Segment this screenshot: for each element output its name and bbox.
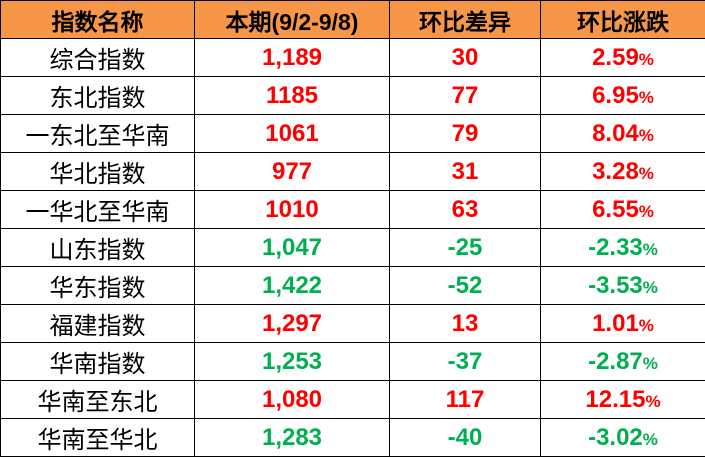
percent-sign: % xyxy=(638,201,654,221)
current-value: 1,297 xyxy=(194,304,390,343)
percent-sign: % xyxy=(642,239,658,259)
header-name: 指数名称 xyxy=(0,0,195,39)
change-value: 6.95% xyxy=(540,76,705,115)
change-number: -2.87 xyxy=(588,347,643,375)
change-number: -3.02 xyxy=(588,423,643,451)
current-value: 1,080 xyxy=(194,380,390,419)
index-name: 福建指数 xyxy=(0,304,195,343)
diff-value: -52 xyxy=(389,266,541,305)
table-row: 华南至华北 1,283 -40 -3.02% xyxy=(0,418,705,457)
index-name: 综合指数 xyxy=(0,38,195,77)
current-value: 1,047 xyxy=(194,228,390,267)
diff-value: -37 xyxy=(389,342,541,381)
table-row: 山东指数 1,047 -25 -2.33% xyxy=(0,228,705,267)
header-change: 环比涨跌 xyxy=(540,0,705,39)
change-number: -3.53 xyxy=(588,271,643,299)
index-name: 华南至华北 xyxy=(0,418,195,457)
index-name: 一东北至华南 xyxy=(0,114,195,153)
diff-value: 117 xyxy=(389,380,541,419)
change-value: 12.15% xyxy=(540,380,705,419)
change-number: 8.04 xyxy=(592,119,639,147)
percent-sign: % xyxy=(638,125,654,145)
index-name: 山东指数 xyxy=(0,228,195,267)
change-number: 3.28 xyxy=(592,157,639,185)
change-number: 12.15 xyxy=(585,385,646,413)
percent-sign: % xyxy=(642,429,658,449)
percent-sign: % xyxy=(638,49,654,69)
diff-value: 77 xyxy=(389,76,541,115)
percent-sign: % xyxy=(638,87,654,107)
diff-value: 63 xyxy=(389,190,541,229)
index-name: 华东指数 xyxy=(0,266,195,305)
current-value: 1,283 xyxy=(194,418,390,457)
percent-sign: % xyxy=(642,353,658,373)
index-name: 华南指数 xyxy=(0,342,195,381)
percent-sign: % xyxy=(638,315,654,335)
table-row: 华北指数 977 31 3.28% xyxy=(0,152,705,191)
change-number: -2.33 xyxy=(588,233,643,261)
table-row: 综合指数 1,189 30 2.59% xyxy=(0,38,705,77)
percent-sign: % xyxy=(642,277,658,297)
index-name: 华南至东北 xyxy=(0,380,195,419)
change-value: 6.55% xyxy=(540,190,705,229)
table-row: 一华北至华南 1010 63 6.55% xyxy=(0,190,705,229)
header-row: 指数名称 本期(9/2-9/8) 环比差异 环比涨跌 xyxy=(0,0,705,39)
change-value: 2.59% xyxy=(540,38,705,77)
change-number: 6.95 xyxy=(592,81,639,109)
change-value: 3.28% xyxy=(540,152,705,191)
table-row: 一东北至华南 1061 79 8.04% xyxy=(0,114,705,153)
header-current: 本期(9/2-9/8) xyxy=(194,0,390,39)
change-number: 6.55 xyxy=(592,195,639,223)
index-name: 一华北至华南 xyxy=(0,190,195,229)
index-name: 华北指数 xyxy=(0,152,195,191)
diff-value: 30 xyxy=(389,38,541,77)
current-value: 1010 xyxy=(194,190,390,229)
change-number: 1.01 xyxy=(592,309,639,337)
diff-value: -25 xyxy=(389,228,541,267)
change-value: -3.02% xyxy=(540,418,705,457)
current-value: 1061 xyxy=(194,114,390,153)
index-name: 东北指数 xyxy=(0,76,195,115)
current-value: 1185 xyxy=(194,76,390,115)
change-value: -2.33% xyxy=(540,228,705,267)
diff-value: 79 xyxy=(389,114,541,153)
change-value: 8.04% xyxy=(540,114,705,153)
diff-value: 13 xyxy=(389,304,541,343)
current-value: 1,189 xyxy=(194,38,390,77)
percent-sign: % xyxy=(638,163,654,183)
table-row: 华南指数 1,253 -37 -2.87% xyxy=(0,342,705,381)
diff-value: -40 xyxy=(389,418,541,457)
diff-value: 31 xyxy=(389,152,541,191)
table-row: 福建指数 1,297 13 1.01% xyxy=(0,304,705,343)
current-value: 1,422 xyxy=(194,266,390,305)
change-value: -3.53% xyxy=(540,266,705,305)
header-diff: 环比差异 xyxy=(389,0,541,39)
current-value: 977 xyxy=(194,152,390,191)
percent-sign: % xyxy=(645,391,661,411)
change-value: 1.01% xyxy=(540,304,705,343)
current-value: 1,253 xyxy=(194,342,390,381)
table-row: 华南至东北 1,080 117 12.15% xyxy=(0,380,705,419)
change-value: -2.87% xyxy=(540,342,705,381)
table-row: 华东指数 1,422 -52 -3.53% xyxy=(0,266,705,305)
table-row: 东北指数 1185 77 6.95% xyxy=(0,76,705,115)
change-number: 2.59 xyxy=(592,43,639,71)
